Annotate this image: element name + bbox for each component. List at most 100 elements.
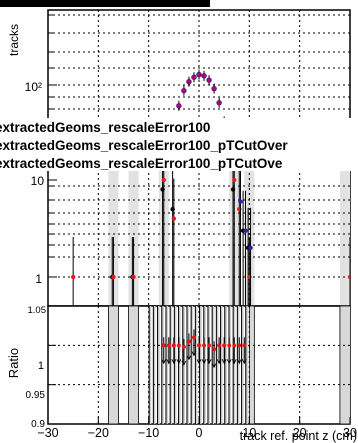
ratio-x-tick-label: −20 [88,426,109,440]
ratio-uncertainty-band [232,306,236,424]
ratio-uncertainty-band [236,306,240,424]
top-data-point [216,100,222,106]
ratio-y-tick-1.05: 1.05 [28,305,47,316]
ratio-x-tick-label: 10 [242,426,256,440]
ratio-x-tick-label: 20 [293,426,307,440]
ratio-arrow [196,359,202,365]
ratio-data-point [232,343,237,348]
ratio-uncertainty-band [128,306,140,424]
ratio-arrow [201,359,207,365]
ratio-arrow [216,359,222,365]
ratio-uncertainty-band [165,306,169,424]
ratio-uncertainty-band [194,306,198,424]
ratio-data-point [181,344,186,349]
ratio-x-tick-label: 30 [343,426,357,440]
top-data-point [191,74,197,80]
middle-data-point [238,199,243,204]
ratio-arrow [226,359,232,365]
ratio-data-point [237,343,242,348]
ratio-data-point [212,347,217,352]
top-y-tick-label: 10² [25,80,42,94]
top-panel-marks [176,69,227,121]
middle-data-point [131,274,136,280]
ratio-arrow [161,359,167,365]
ratio-uncertainty-band [241,306,244,424]
ratio-uncertainty-band [215,306,219,424]
top-data-point [176,103,182,109]
top-data-point [211,85,217,92]
ratio-uncertainty-band [152,306,156,424]
legend-entry-1: extractedGeoms_rescaleError100 [0,120,210,135]
x-axis-label: track ref. point z (cm) [240,429,357,443]
ratio-arrow [221,359,227,365]
middle-data-point [232,177,237,183]
ratio-arrow [231,359,237,365]
ratio-uncertainty-band [245,306,248,424]
ratio-y-tick-0.95: 0.95 [26,390,46,401]
ratio-data-point [191,335,196,340]
ratio-data-point [197,343,201,348]
legend-entry-2: extractedGeoms_rescaleError100_pTCutOver [0,138,288,153]
legend: extractedGeoms_rescaleError100 extracted… [0,118,358,171]
ratio-uncertainty-band [207,306,211,424]
middle-data-point [347,274,350,280]
ratio-arrow [206,359,212,365]
ratio-panel-marks [161,329,247,369]
top-panel-ticks [48,14,57,110]
middle-y-tick-label-1: 1 [35,272,42,286]
ratio-arrow [181,360,187,366]
ratio-uncertainty-band [173,306,177,424]
top-data-point [186,78,192,85]
ratio-data-point [161,343,166,348]
ratio-panel-bands [108,306,350,424]
middle-y-tick-label-10: 10 [31,174,45,188]
ratio-uncertainty-band [228,306,232,424]
ratio-data-point [166,343,171,348]
ratio-y-tick-1: 1 [38,360,44,372]
top-data-point [196,71,202,78]
ratio-x-tick-label: −10 [138,426,159,440]
ratio-y-tick-0.9: 0.9 [31,419,45,430]
ratio-data-point [222,343,227,348]
ratio-x-tick-label: −30 [37,426,58,440]
ratio-uncertainty-band [161,306,164,424]
ratio-uncertainty-band [224,306,227,424]
legend-entry-3: extractedGeoms_rescaleError100_pTCutOve [0,156,283,171]
ratio-uncertainty-band [108,306,119,424]
middle-data-point [171,216,177,221]
ratio-arrow [241,359,247,365]
middle-panel: 10 1 [31,167,351,307]
ratio-arrow [176,359,182,365]
middle-data-point [243,228,248,233]
top-y-axis-label: tracks [7,24,21,56]
ratio-uncertainty-band [169,306,173,424]
ratio-x-tick-label: 0 [196,426,203,440]
ratio-data-point [242,343,247,348]
ratio-uncertainty-band [148,306,152,424]
ratio-arrow [166,359,172,365]
ratio-data-point [186,339,191,344]
ratio-panel-ticks [47,305,351,425]
middle-data-point [111,274,116,280]
ratio-uncertainty-band [178,306,181,424]
ratio-data-point [207,343,212,348]
ratio-data-point [171,343,176,348]
ratio-arrow [236,359,242,365]
middle-data-point [70,274,76,280]
ratio-uncertainty-band [203,306,206,424]
ratio-data-point [217,343,222,348]
ratio-uncertainty-band [186,306,190,424]
ratio-arrow [191,351,197,357]
ratio-uncertainty-band [199,306,202,424]
top-data-point [201,73,207,79]
ratio-arrow [186,355,192,361]
ratio-uncertainty-band [157,306,160,424]
legend-box [0,118,358,171]
middle-uncertainty-band [339,168,350,306]
middle-data-point [248,245,253,251]
top-edge-band [0,0,210,7]
middle-panel-marks [70,168,350,306]
ratio-panel: Ratio 1.05 1 0.95 0.9 track ref. point z… [6,305,357,443]
ratio-data-point [227,343,232,348]
